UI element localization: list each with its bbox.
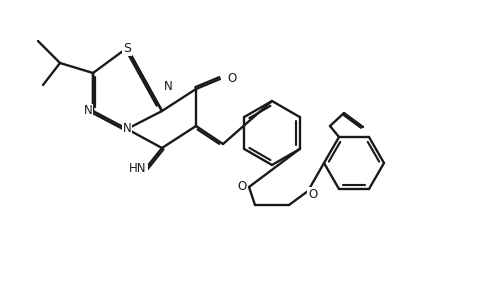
- Text: O: O: [308, 187, 318, 201]
- Text: N: N: [123, 123, 131, 135]
- Text: O: O: [238, 180, 247, 194]
- Text: N: N: [164, 80, 172, 92]
- Text: HN: HN: [129, 162, 147, 176]
- Text: O: O: [227, 72, 236, 85]
- Text: N: N: [84, 105, 92, 117]
- Text: S: S: [123, 42, 131, 55]
